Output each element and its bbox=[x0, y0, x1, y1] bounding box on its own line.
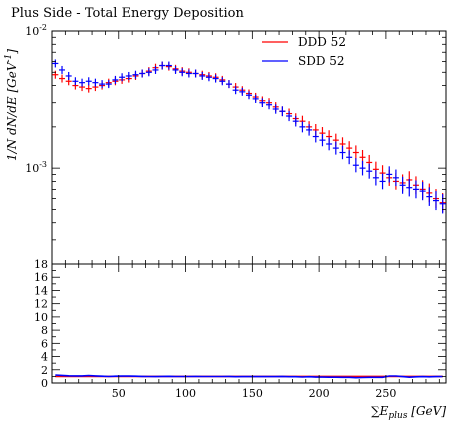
ratio-y-tick-label: 12 bbox=[34, 298, 48, 311]
x-tick-label: 100 bbox=[175, 387, 196, 400]
ratio-y-tick-label: 16 bbox=[34, 271, 48, 284]
x-tick-label: 50 bbox=[112, 387, 126, 400]
main-point-sdd bbox=[165, 61, 172, 70]
ratio-plot-frame bbox=[51, 263, 447, 384]
main-point-sdd bbox=[279, 106, 286, 117]
main-point-sdd bbox=[132, 70, 139, 79]
main-point-sdd bbox=[85, 77, 92, 86]
main-point-sdd bbox=[112, 75, 119, 84]
main-point-sdd bbox=[359, 160, 366, 176]
main-point-sdd bbox=[352, 158, 359, 173]
main-point-sdd bbox=[259, 98, 266, 108]
main-point-ddd bbox=[352, 145, 359, 160]
main-point-sdd bbox=[105, 80, 112, 89]
main-point-sdd bbox=[419, 182, 426, 201]
main-data-marks bbox=[52, 59, 446, 214]
main-point-sdd bbox=[232, 86, 239, 95]
main-point-sdd bbox=[306, 124, 313, 136]
main-point-sdd bbox=[379, 173, 386, 190]
ratio-y-tick-label: 8 bbox=[41, 324, 48, 337]
main-y-tick-label: 10-3 bbox=[25, 160, 47, 175]
ratio-y-tick-label: 2 bbox=[41, 364, 48, 377]
main-point-sdd bbox=[219, 77, 226, 86]
main-point-sdd bbox=[199, 71, 206, 80]
main-point-sdd bbox=[125, 71, 132, 80]
main-point-sdd bbox=[386, 166, 393, 183]
main-point-sdd bbox=[252, 94, 259, 103]
y-axis-label: 1/N dN/dE [GeV-1] bbox=[4, 49, 19, 161]
main-point-sdd bbox=[286, 110, 293, 122]
main-point-sdd bbox=[346, 150, 353, 165]
main-point-sdd bbox=[139, 69, 146, 78]
main-point-sdd bbox=[205, 73, 212, 82]
main-point-sdd bbox=[326, 137, 333, 151]
ratio-y-tick-label: 0 bbox=[41, 377, 48, 390]
main-point-sdd bbox=[299, 121, 306, 133]
main-plot-frame bbox=[51, 30, 447, 265]
main-point-sdd bbox=[72, 77, 79, 86]
main-point-sdd bbox=[185, 69, 192, 78]
main-point-sdd bbox=[79, 78, 86, 87]
main-x-ticks bbox=[64, 31, 440, 264]
main-point-sdd bbox=[59, 65, 66, 74]
ratio-y-tick-label: 18 bbox=[34, 258, 48, 271]
main-point-sdd bbox=[332, 141, 339, 155]
main-point-sdd bbox=[339, 145, 346, 160]
main-point-sdd bbox=[412, 180, 419, 199]
main-point-sdd bbox=[179, 68, 186, 77]
main-point-sdd bbox=[159, 61, 166, 70]
legend: DDD 52 SDD 52 bbox=[262, 35, 346, 68]
main-point-ddd bbox=[85, 84, 92, 93]
main-point-sdd bbox=[426, 187, 433, 206]
ratio-line-sdd bbox=[55, 374, 443, 379]
main-point-sdd bbox=[392, 169, 399, 187]
ratio-y-tick-label: 10 bbox=[34, 311, 48, 324]
main-point-sdd bbox=[372, 170, 379, 186]
ratio-data-marks bbox=[55, 374, 443, 379]
x-tick-label: 150 bbox=[242, 387, 263, 400]
ratio-y-tick-label: 6 bbox=[41, 337, 48, 350]
ratio-y-tick-label: 14 bbox=[34, 284, 48, 297]
main-point-sdd bbox=[239, 87, 246, 96]
main-y-tick-label: 10-2 bbox=[25, 23, 47, 38]
main-point-sdd bbox=[172, 65, 179, 74]
main-point-sdd bbox=[399, 176, 406, 194]
main-point-sdd bbox=[225, 80, 232, 89]
main-point-sdd bbox=[152, 65, 159, 74]
legend-sdd-label: SDD 52 bbox=[298, 54, 345, 68]
main-point-sdd bbox=[92, 78, 99, 87]
main-point-sdd bbox=[192, 69, 199, 78]
x-tick-label: 250 bbox=[375, 387, 396, 400]
main-point-sdd bbox=[65, 71, 72, 80]
main-point-sdd bbox=[246, 91, 252, 100]
x-axis-label: ∑Eplus [GeV] bbox=[371, 404, 446, 421]
main-point-sdd bbox=[272, 104, 279, 114]
main-point-sdd bbox=[319, 134, 326, 147]
main-point-ddd bbox=[59, 74, 66, 83]
main-point-sdd bbox=[145, 68, 152, 77]
main-point-sdd bbox=[266, 100, 273, 110]
main-point-sdd bbox=[366, 163, 373, 179]
main-panel: 10-3 10-2 DDD 52 SDD 52 bbox=[25, 23, 447, 265]
main-point-sdd bbox=[292, 115, 299, 127]
main-point-sdd bbox=[312, 130, 319, 143]
main-point-sdd bbox=[432, 191, 439, 211]
main-point-sdd bbox=[99, 80, 106, 89]
ratio-x-ticks: 50 100 150 200 250 bbox=[64, 264, 440, 400]
legend-ddd-label: DDD 52 bbox=[298, 35, 346, 49]
x-tick-label: 200 bbox=[309, 387, 330, 400]
main-y-ticks: 10-3 10-2 bbox=[25, 23, 446, 265]
main-point-sdd bbox=[406, 179, 413, 197]
main-point-sdd bbox=[439, 194, 446, 214]
ratio-y-tick-label: 4 bbox=[41, 351, 48, 364]
chart-title: Plus Side - Total Energy Deposition bbox=[11, 6, 244, 21]
main-point-sdd bbox=[119, 73, 126, 82]
main-point-sdd bbox=[212, 74, 219, 83]
main-point-sdd bbox=[52, 59, 59, 68]
